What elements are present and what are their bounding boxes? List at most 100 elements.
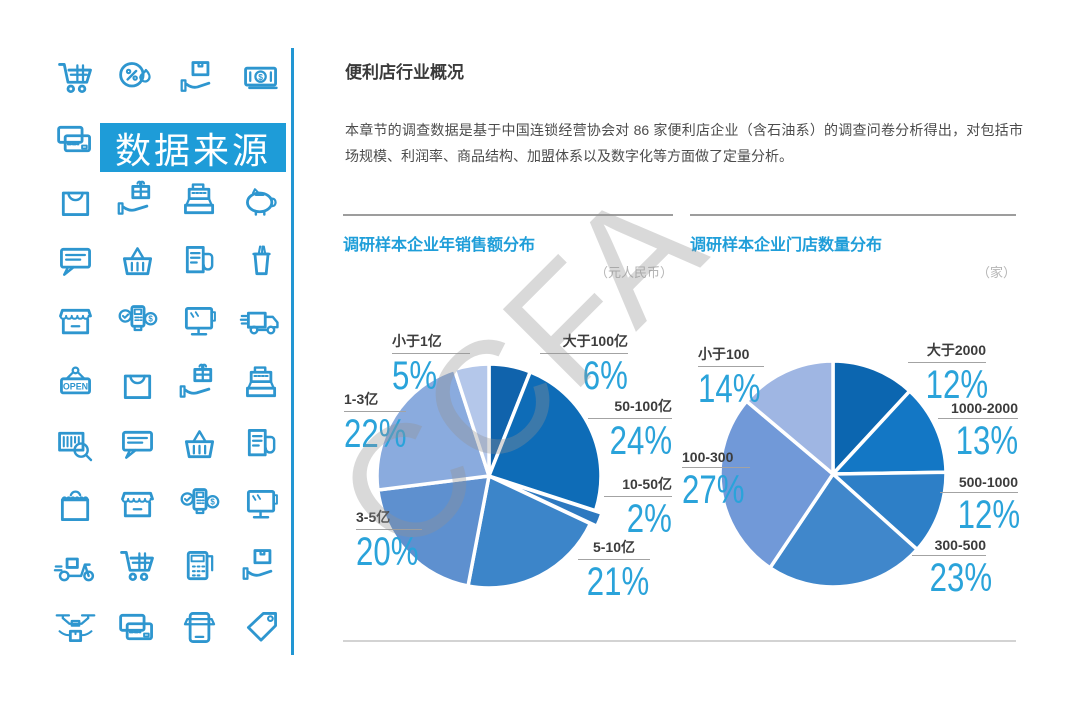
pie-slice bbox=[831, 389, 948, 476]
delivery-drone-icon bbox=[44, 597, 106, 658]
pie-label-percent: 21% bbox=[586, 560, 650, 604]
svg-text:$: $ bbox=[258, 72, 263, 82]
shopping-basket-icon bbox=[168, 414, 230, 475]
piggy-bank-icon bbox=[230, 170, 292, 231]
receipt-roll-icon bbox=[168, 231, 230, 292]
svg-text:OPEN: OPEN bbox=[62, 382, 87, 392]
receipt-roll-icon bbox=[230, 414, 292, 475]
chat-bubble-icon bbox=[106, 414, 168, 475]
discount-badge-icon bbox=[106, 48, 168, 109]
pie-slice bbox=[768, 472, 919, 589]
pie-label: 1-3亿 22% bbox=[344, 389, 406, 455]
pos-monitor-icon bbox=[168, 292, 230, 353]
chart-title-stores: 调研样本企业门店数量分布 bbox=[690, 237, 883, 254]
svg-text:$: $ bbox=[148, 315, 153, 324]
pie-label: 1000-2000 13% bbox=[938, 400, 1018, 462]
pie-slice bbox=[487, 370, 603, 513]
vertical-divider bbox=[291, 48, 294, 655]
grocery-bag-icon bbox=[44, 475, 106, 536]
chart-section-stores: 调研样本企业门店数量分布 （家） bbox=[690, 214, 1016, 280]
svg-text:$: $ bbox=[210, 498, 215, 507]
pie-slice bbox=[375, 367, 491, 492]
pie-label-percent: 23% bbox=[929, 556, 993, 600]
pie-label-percent: 6% bbox=[582, 354, 628, 398]
delivery-scooter-icon bbox=[44, 536, 106, 597]
pie-slice bbox=[744, 359, 835, 476]
pie-label: 300-500 23% bbox=[912, 537, 992, 599]
pie-label: 50-100亿 24% bbox=[588, 396, 672, 462]
chart-unit-sales: （元人民币） bbox=[594, 265, 673, 280]
barcode-search-icon bbox=[44, 414, 106, 475]
pie-label-percent: 22% bbox=[344, 412, 407, 456]
chart-title-sales: 调研样本企业年销售额分布 bbox=[343, 237, 536, 254]
pie-label: 500-1000 12% bbox=[940, 474, 1021, 537]
icon-grid: $ $ OPEN $ bbox=[44, 48, 292, 658]
pie-label-percent: 5% bbox=[392, 354, 438, 398]
pie-label-category: 500-1000 bbox=[940, 474, 1018, 493]
pie-slice bbox=[466, 474, 593, 590]
pie-label-percent: 14% bbox=[698, 367, 761, 411]
open-sign-icon: OPEN bbox=[44, 353, 106, 414]
cash-register-icon bbox=[230, 353, 292, 414]
chat-bubble-icon bbox=[44, 231, 106, 292]
pie-label-category: 大于100亿 bbox=[540, 331, 628, 354]
pie-label-category: 1000-2000 bbox=[938, 400, 1018, 419]
calculator-receipt-icon bbox=[168, 536, 230, 597]
storefront-icon bbox=[106, 475, 168, 536]
package-hand-icon bbox=[230, 536, 292, 597]
pie-chart-stores bbox=[718, 359, 948, 589]
pie-label-percent: 27% bbox=[682, 468, 745, 512]
cash-register-icon bbox=[168, 170, 230, 231]
pie-label: 3-5亿 20% bbox=[356, 507, 422, 573]
pie-slice bbox=[452, 362, 491, 478]
pie-label-category: 10-50亿 bbox=[604, 474, 672, 497]
pie-label-category: 5-10亿 bbox=[578, 537, 650, 560]
shopping-basket-icon bbox=[106, 231, 168, 292]
pie-slice bbox=[831, 470, 948, 552]
gift-hand-icon bbox=[168, 353, 230, 414]
payment-terminal-icon: $ bbox=[168, 475, 230, 536]
shopping-bag-icon bbox=[106, 353, 168, 414]
banknote-icon: $ bbox=[230, 48, 292, 109]
page-title: 便利店行业概况 bbox=[345, 63, 464, 82]
pie-label-category: 小于100 bbox=[698, 344, 764, 367]
pie-label-category: 3-5亿 bbox=[356, 507, 422, 530]
pie-label: 大于2000 12% bbox=[908, 340, 989, 407]
bottom-divider bbox=[343, 640, 1016, 642]
pie-label-percent: 13% bbox=[955, 419, 1019, 463]
pie-label-percent: 12% bbox=[925, 363, 989, 407]
pie-slice bbox=[376, 474, 491, 588]
pie-label-category: 大于2000 bbox=[908, 340, 986, 363]
pie-label-category: 50-100亿 bbox=[588, 396, 672, 419]
pie-label: 大于100亿 6% bbox=[540, 331, 628, 397]
package-hand-icon bbox=[168, 48, 230, 109]
pie-label-percent: 20% bbox=[356, 530, 419, 574]
pie-label: 10-50亿 2% bbox=[604, 474, 672, 540]
pie-label-category: 小于1亿 bbox=[392, 331, 470, 354]
credit-cards-icon bbox=[44, 109, 106, 170]
chart-unit-stores: （家） bbox=[976, 265, 1016, 280]
pie-label: 5-10亿 21% bbox=[578, 537, 650, 603]
pie-label-category: 100-300 bbox=[682, 449, 750, 468]
pie-slice bbox=[718, 399, 835, 570]
credit-cards-icon bbox=[106, 597, 168, 658]
mobile-shop-icon bbox=[168, 597, 230, 658]
pie-label: 小于100 14% bbox=[698, 344, 764, 410]
pie-label-category: 300-500 bbox=[912, 537, 986, 556]
drink-cup-icon bbox=[230, 231, 292, 292]
data-source-banner: 数据来源 bbox=[100, 123, 286, 172]
price-tag-icon bbox=[230, 597, 292, 658]
pie-chart-sales bbox=[375, 362, 604, 590]
pie-label-category: 1-3亿 bbox=[344, 389, 406, 412]
payment-terminal-icon: $ bbox=[106, 292, 168, 353]
chart-section-sales: 调研样本企业年销售额分布 （元人民币） bbox=[343, 214, 673, 280]
pie-label-percent: 24% bbox=[609, 419, 672, 463]
intro-paragraph: 本章节的调查数据是基于中国连锁经营协会对 86 家便利店企业（含石油系）的调查问… bbox=[345, 122, 1023, 164]
shopping-cart-icon bbox=[106, 536, 168, 597]
pie-label-percent: 12% bbox=[957, 493, 1021, 537]
shopping-cart-icon bbox=[44, 48, 106, 109]
delivery-truck-icon bbox=[230, 292, 292, 353]
gift-hand-icon bbox=[106, 170, 168, 231]
pie-label-percent: 2% bbox=[626, 497, 672, 541]
